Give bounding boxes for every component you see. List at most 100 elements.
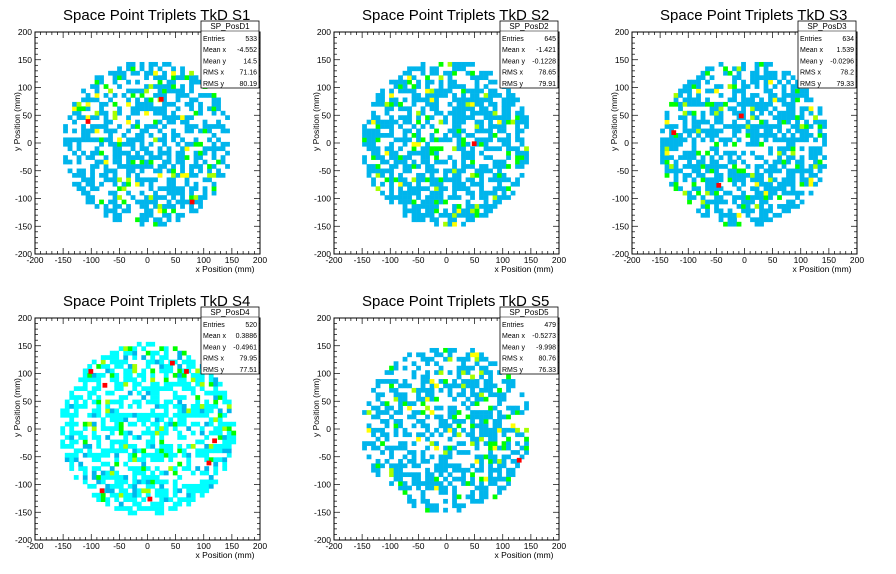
- bin: [425, 97, 430, 103]
- bin: [226, 399, 232, 405]
- bin: [407, 75, 412, 81]
- bin: [118, 501, 124, 507]
- bin: [112, 177, 118, 183]
- bin: [130, 70, 136, 76]
- bin: [389, 383, 394, 389]
- bin: [483, 379, 489, 384]
- bin: [781, 150, 787, 156]
- bin: [211, 133, 217, 138]
- bin: [199, 448, 205, 454]
- stats-label: Entries: [203, 322, 225, 329]
- y-tick-label: -150: [612, 221, 629, 231]
- bin: [207, 172, 212, 178]
- bin: [718, 128, 724, 134]
- bin: [72, 181, 77, 187]
- bin: [411, 75, 417, 81]
- bin: [85, 133, 91, 138]
- bin: [456, 141, 462, 147]
- bin: [497, 458, 502, 464]
- bin: [63, 137, 68, 143]
- bin: [127, 457, 133, 463]
- bin: [94, 159, 100, 165]
- bin: [199, 470, 205, 476]
- bin: [220, 159, 226, 165]
- bin: [73, 448, 79, 454]
- bin: [474, 75, 480, 81]
- bin: [452, 383, 457, 389]
- bin: [461, 481, 466, 486]
- bin: [181, 408, 187, 414]
- bin: [103, 155, 109, 160]
- bin: [96, 435, 102, 440]
- bin: [402, 133, 408, 138]
- bin: [398, 472, 403, 478]
- bin: [114, 372, 120, 378]
- bin: [380, 401, 385, 406]
- bin: [795, 93, 800, 98]
- bin: [786, 208, 791, 214]
- bin: [479, 458, 484, 464]
- bin: [488, 392, 493, 398]
- bin: [682, 119, 688, 125]
- bin: [795, 97, 800, 103]
- bin: [398, 79, 403, 85]
- bin: [768, 164, 773, 169]
- bin: [175, 115, 181, 120]
- bin: [682, 110, 688, 116]
- bin: [69, 417, 75, 423]
- x-tick-label: 0: [742, 255, 747, 265]
- bin: [186, 457, 192, 463]
- bin: [479, 436, 484, 442]
- bin: [199, 408, 205, 414]
- bin: [145, 483, 151, 489]
- bin: [195, 377, 201, 383]
- bin: [461, 356, 466, 362]
- bin: [416, 186, 421, 192]
- bin: [177, 461, 183, 467]
- bin: [461, 221, 466, 227]
- bin: [180, 115, 185, 120]
- y-tick-label: -200: [612, 249, 629, 259]
- bin: [660, 150, 665, 156]
- bin: [434, 396, 439, 402]
- bin: [202, 146, 208, 152]
- bin: [166, 79, 172, 85]
- bin: [389, 370, 394, 375]
- bin: [150, 475, 156, 480]
- bin: [465, 467, 471, 473]
- bin: [420, 155, 426, 160]
- bin: [384, 432, 390, 438]
- bin: [213, 430, 219, 436]
- bin: [108, 199, 113, 205]
- bin: [452, 405, 457, 411]
- bin: [506, 97, 511, 103]
- bin: [709, 133, 715, 138]
- bin: [73, 404, 79, 409]
- bin: [366, 427, 372, 433]
- stats-label: Entries: [502, 322, 524, 329]
- bin: [456, 61, 462, 67]
- bin: [434, 476, 439, 482]
- bin: [127, 452, 133, 458]
- bin: [389, 414, 394, 420]
- bin: [429, 146, 435, 152]
- bin: [198, 150, 203, 156]
- bin: [768, 177, 773, 183]
- bin: [362, 445, 367, 451]
- bin: [497, 172, 502, 178]
- bin: [808, 146, 814, 152]
- bin: [398, 458, 403, 464]
- bin: [790, 186, 796, 192]
- bin: [723, 101, 728, 107]
- bin: [398, 392, 403, 398]
- bin: [786, 137, 791, 143]
- bin: [501, 463, 507, 469]
- bin: [461, 128, 466, 134]
- bin: [375, 463, 381, 469]
- bin: [452, 490, 457, 495]
- bin: [371, 445, 376, 451]
- bin: [691, 186, 697, 192]
- bin: [168, 417, 174, 423]
- bin: [162, 93, 167, 98]
- bin: [132, 470, 138, 476]
